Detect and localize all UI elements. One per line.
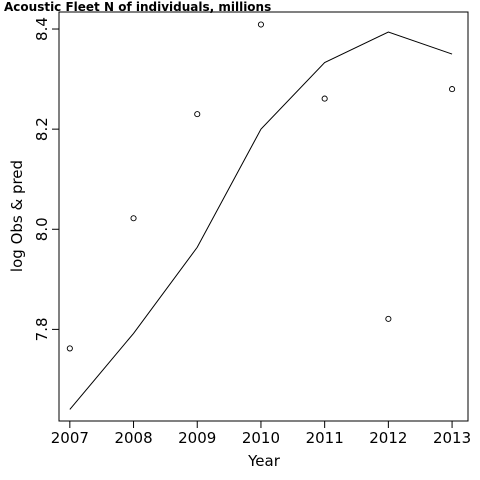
plot-marks bbox=[66, 21, 456, 410]
x-tick-label: 2008 bbox=[114, 429, 152, 447]
observed-point bbox=[194, 111, 201, 118]
observed-point bbox=[449, 86, 456, 93]
observed-point bbox=[130, 215, 137, 222]
x-axis: 2007 2008 2009 2010 2011 2012 2013 bbox=[51, 421, 471, 447]
predicted-line bbox=[69, 31, 453, 410]
x-tick-label: 2007 bbox=[51, 429, 89, 447]
observed-point bbox=[66, 345, 73, 352]
observed-point bbox=[385, 315, 392, 322]
y-tick-label: 8.0 bbox=[33, 217, 51, 241]
observed-point bbox=[321, 95, 328, 102]
x-tick-label: 2009 bbox=[178, 429, 216, 447]
y-tick-label: 8.2 bbox=[33, 117, 51, 141]
observed-point bbox=[257, 21, 265, 28]
x-tick-label: 2010 bbox=[242, 429, 280, 447]
x-tick-label: 2013 bbox=[433, 429, 471, 447]
y-axis-label: log Obs & pred bbox=[8, 160, 26, 272]
chart-title: Acoustic Fleet N of individuals, million… bbox=[4, 0, 271, 14]
x-tick-label: 2012 bbox=[369, 429, 407, 447]
x-axis-label: Year bbox=[247, 452, 281, 470]
y-tick-label: 8.4 bbox=[33, 17, 51, 41]
y-tick-label: 7.8 bbox=[33, 317, 51, 341]
plot-frame bbox=[58, 11, 469, 422]
y-axis: 7.8 8.0 8.2 8.4 bbox=[33, 17, 59, 341]
x-tick-label: 2011 bbox=[306, 429, 344, 447]
